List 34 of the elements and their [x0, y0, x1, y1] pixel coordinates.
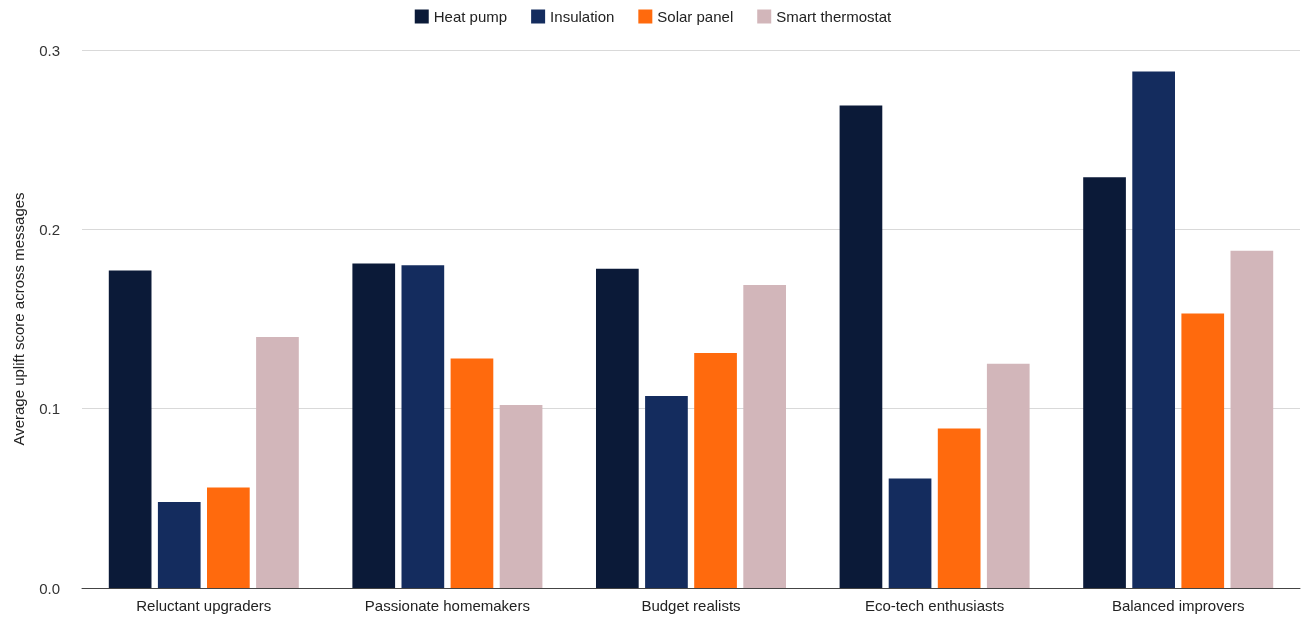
bar: [108, 270, 152, 588]
bar: [1181, 313, 1225, 588]
bar: [256, 336, 299, 588]
bar: [450, 358, 494, 588]
bar: [743, 284, 786, 588]
bar: [157, 501, 201, 588]
bar: [401, 265, 445, 588]
bar: [839, 105, 883, 588]
x-tick-label: Reluctant upgraders: [136, 597, 272, 614]
y-tick-label: 0.1: [39, 400, 60, 418]
x-tick-label: Balanced improvers: [1111, 597, 1245, 614]
x-tick-label: Passionate homemakers: [364, 597, 530, 614]
y-tick-label: 0.2: [39, 220, 60, 238]
legend-label: Insulation: [550, 8, 615, 25]
bar: [207, 487, 250, 588]
bar: [1132, 71, 1175, 588]
y-tick-label: 0.0: [39, 579, 60, 597]
legend-label: Smart thermostat: [776, 8, 893, 25]
bar: [937, 428, 981, 588]
bar: [1083, 177, 1126, 588]
x-tick-label: Eco-tech enthusiasts: [864, 597, 1005, 614]
bar: [352, 263, 396, 588]
bar: [596, 268, 639, 588]
bar: [1230, 250, 1274, 588]
legend-label: Heat pump: [433, 8, 508, 25]
y-tick-label: 0.3: [39, 41, 60, 59]
y-axis-title: Average uplift score across messages: [10, 192, 27, 446]
legend-label: Solar panel: [657, 8, 734, 25]
bar: [986, 363, 1030, 588]
bar: [694, 353, 737, 588]
bar: [888, 478, 932, 588]
x-tick-label: Budget realists: [641, 597, 741, 614]
bar: [645, 396, 688, 588]
bar: [499, 405, 543, 588]
